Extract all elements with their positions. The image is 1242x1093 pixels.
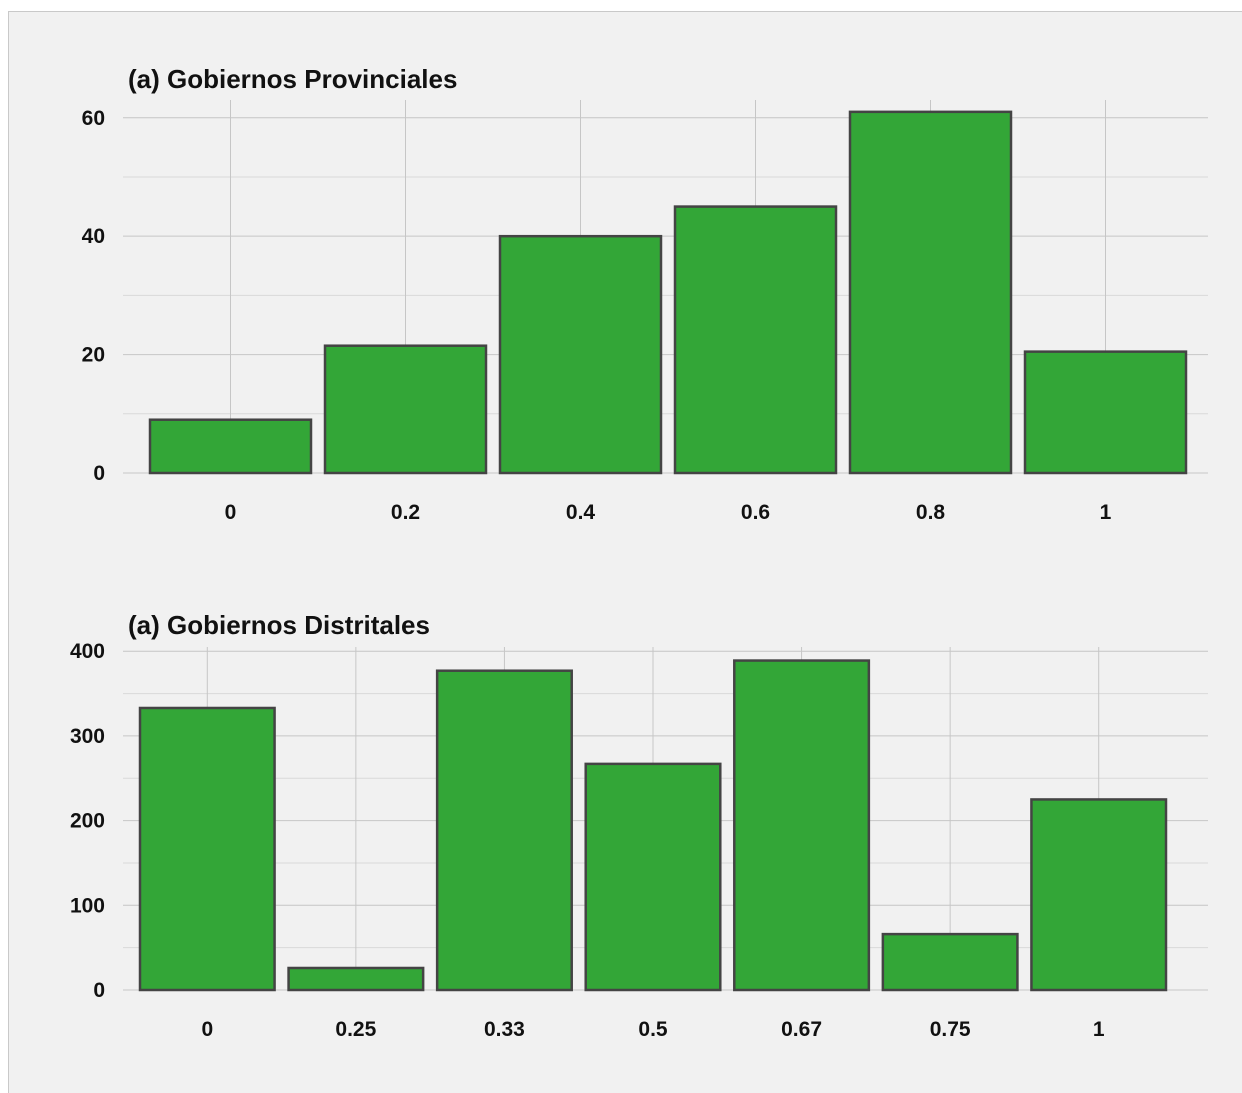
chart-title: (a) Gobiernos Distritales (128, 610, 430, 640)
x-tick-label: 0.75 (930, 1018, 971, 1041)
chart-title: (a) Gobiernos Provinciales (128, 64, 457, 94)
y-tick-label: 100 (70, 894, 105, 917)
bar (881, 932, 1019, 992)
x-tick-label: 0.2 (391, 501, 420, 524)
y-tick-label: 20 (82, 344, 105, 367)
bar (498, 234, 663, 475)
x-tick-label: 0.6 (741, 501, 770, 524)
x-tick-label: 0.33 (484, 1018, 525, 1041)
y-tick-label: 300 (70, 725, 105, 748)
bar (1030, 798, 1168, 992)
bar (673, 205, 838, 475)
y-tick-label: 400 (70, 640, 105, 663)
bar (848, 110, 1013, 475)
bar (733, 659, 871, 992)
y-tick-label: 0 (93, 462, 105, 485)
y-tick-label: 40 (82, 225, 105, 248)
x-tick-label: 0.5 (638, 1018, 668, 1041)
provincial-chart: (a) Gobiernos Provinciales 0 20 40 60 0 0.2 0.… (82, 64, 1208, 524)
bar (138, 706, 276, 992)
district-chart: (a) Gobiernos Distritales 0 100 200 300 400 0… (70, 610, 1208, 1041)
bar (148, 418, 313, 475)
x-tick-label: 1 (1093, 1018, 1105, 1041)
bar (435, 669, 573, 992)
x-tick-label: 0.25 (335, 1018, 376, 1041)
x-tick-label: 0.8 (916, 501, 946, 524)
y-tick-label: 60 (82, 107, 105, 130)
bar (584, 762, 722, 992)
x-tick-label: 0.67 (781, 1018, 822, 1041)
y-tick-label: 200 (70, 810, 105, 833)
bar (287, 966, 425, 992)
bar (323, 344, 488, 475)
x-tick-label: 0 (201, 1018, 213, 1041)
y-tick-label: 0 (93, 979, 105, 1002)
bar (1023, 350, 1188, 475)
x-tick-label: 0 (225, 501, 237, 524)
x-tick-label: 0.4 (566, 501, 596, 524)
x-tick-label: 1 (1100, 501, 1112, 524)
